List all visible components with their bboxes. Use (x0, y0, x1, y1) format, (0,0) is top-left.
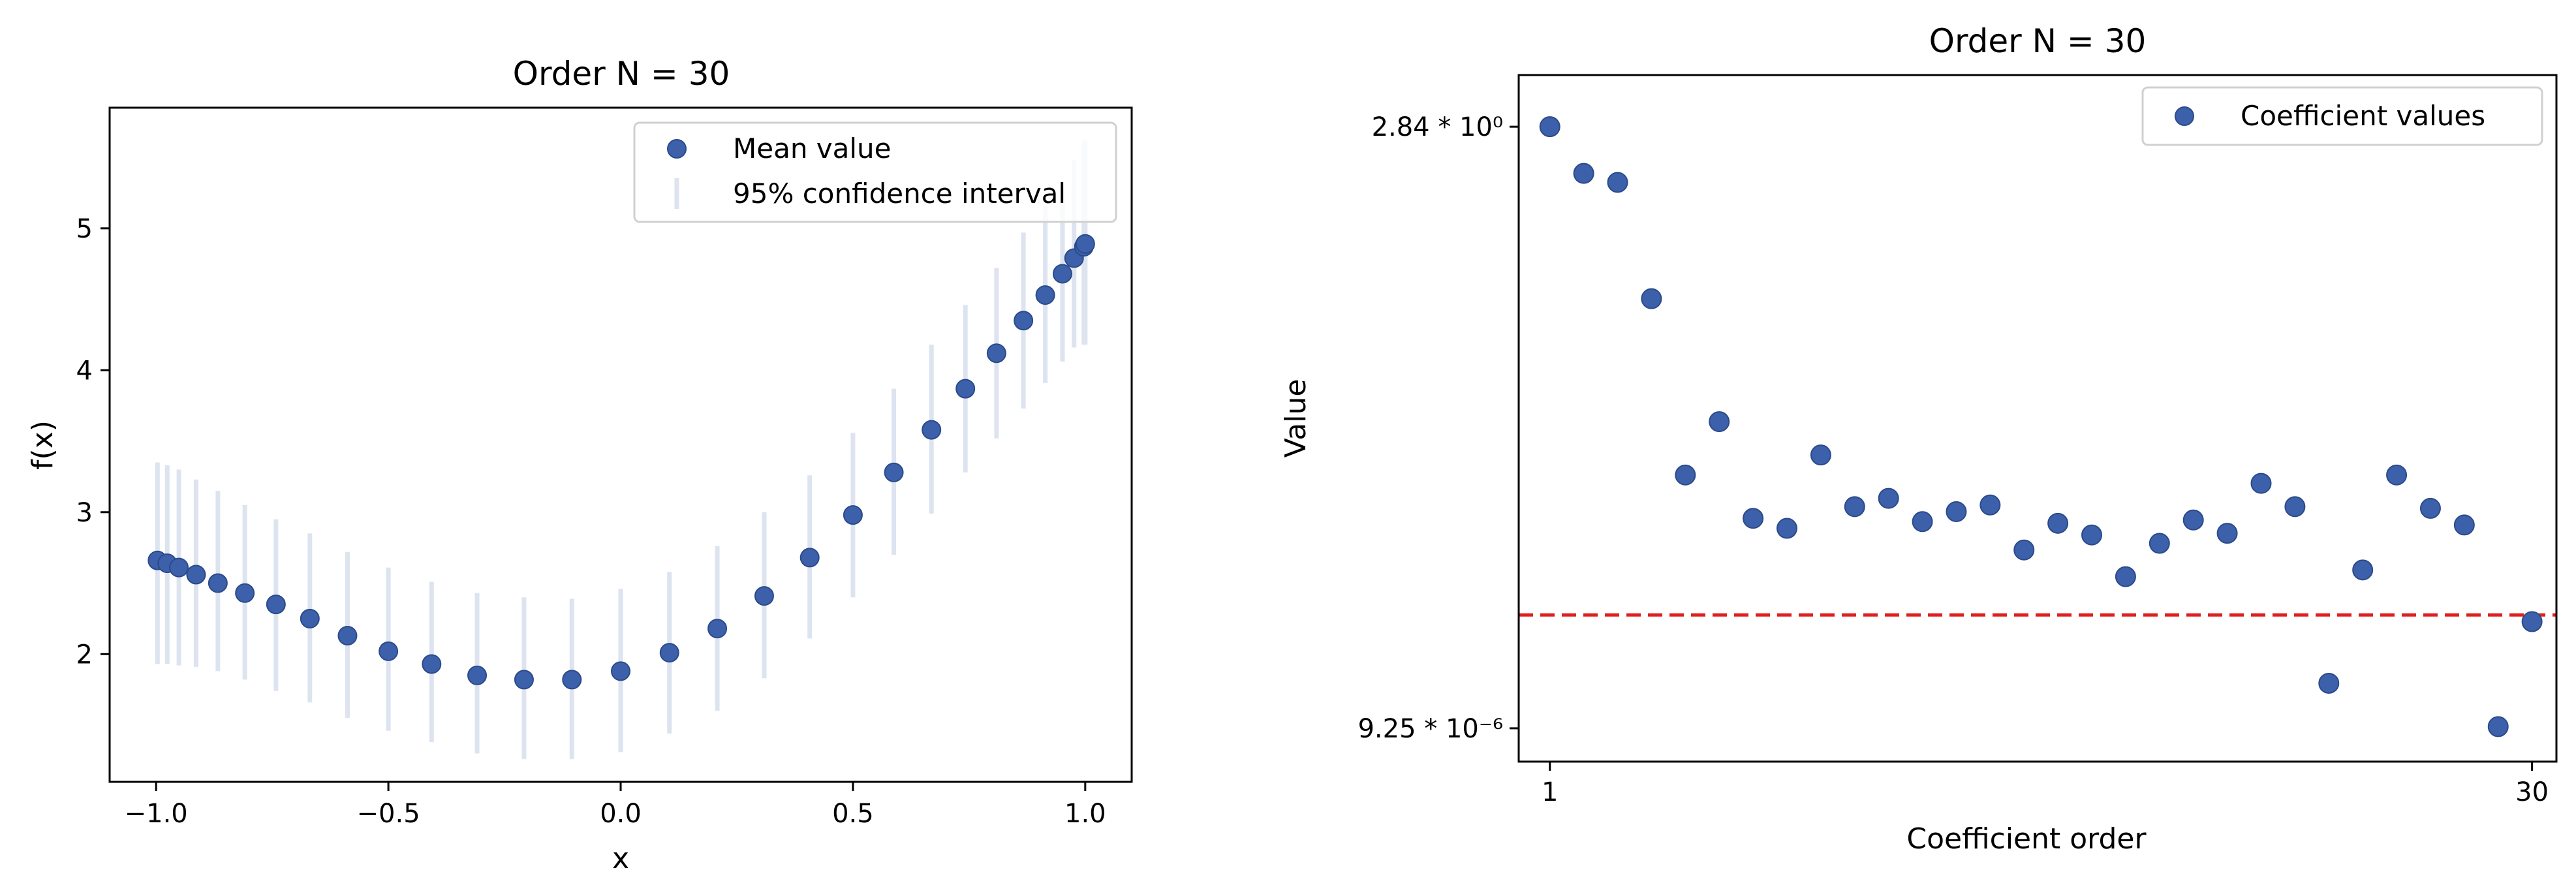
data-point (659, 643, 679, 663)
data-point (467, 665, 488, 685)
data-point (1946, 501, 1967, 522)
legend-box (633, 121, 1117, 223)
data-point (2216, 523, 2238, 544)
data-point (2386, 464, 2408, 486)
data-point (2284, 496, 2306, 518)
x-tick-label: 0.5 (832, 799, 874, 829)
x-tick-label: −0.5 (357, 799, 420, 829)
y-axis-label: Value (1279, 379, 1312, 458)
data-point (1979, 494, 2001, 516)
chart-right: Order N = 30 1 30 2.84 * 10⁰ 9.25 * 10⁻⁶ … (1279, 22, 2558, 856)
x-tick-label: 1 (1542, 777, 1558, 807)
legend-label-coefficient-values: Coefficient values (2241, 100, 2485, 132)
data-point (799, 548, 820, 568)
data-point (2115, 566, 2136, 587)
y-axis-ticks: 2 3 4 5 (76, 214, 110, 670)
legend-label-mean-value: Mean value (733, 132, 892, 164)
data-point (1912, 511, 1933, 533)
legend-marker-coefficient-values (2175, 106, 2194, 126)
data-point (1675, 464, 1696, 486)
data-point (2318, 672, 2340, 694)
data-point (2352, 559, 2374, 581)
y-tick-label: 2 (76, 640, 93, 670)
data-point (1035, 285, 1055, 305)
legend: Coefficient values (2141, 86, 2543, 146)
mean-value-points (147, 234, 1095, 690)
data-point (2250, 472, 2272, 494)
y-axis-ticks: 2.84 * 10⁰ 9.25 * 10⁻⁶ (1358, 112, 1519, 744)
data-point (884, 462, 904, 482)
legend: Mean value 95% confidence interval (633, 121, 1117, 223)
chart-title: Order N = 30 (513, 55, 730, 93)
data-point (843, 505, 863, 525)
data-point (562, 670, 582, 690)
data-point (1052, 264, 1072, 284)
data-point (1539, 116, 1560, 138)
legend-box (2141, 86, 2543, 146)
data-point (2182, 509, 2204, 531)
data-point (235, 583, 255, 603)
y-tick-label: 9.25 * 10⁻⁶ (1358, 714, 1503, 744)
data-point (2419, 497, 2441, 519)
data-point (379, 641, 399, 661)
x-axis-ticks: −1.0 −0.5 0.0 0.5 1.0 (125, 782, 1106, 829)
chart-left: Order N = 30 −1.0 −0.5 0.0 0.5 1.0 2 3 4 5 x f(… (26, 55, 1133, 875)
data-point (611, 661, 630, 681)
x-tick-label: 1.0 (1064, 799, 1106, 829)
data-point (986, 343, 1006, 364)
data-point (1014, 311, 1034, 331)
data-point (2013, 539, 2035, 561)
data-point (2453, 514, 2475, 536)
data-point (754, 586, 774, 606)
data-point (169, 557, 189, 578)
x-axis-ticks: 1 30 (1542, 762, 2549, 807)
data-point (955, 379, 976, 399)
data-point (1810, 444, 1831, 466)
data-point (337, 626, 358, 646)
chart-title: Order N = 30 (1929, 22, 2147, 60)
data-point (186, 565, 206, 585)
data-point (1743, 508, 1764, 529)
data-point (1878, 488, 1899, 509)
y-tick-label: 2.84 * 10⁰ (1372, 112, 1503, 142)
data-point (2047, 512, 2069, 534)
data-point (2521, 611, 2543, 632)
data-point (300, 608, 320, 628)
y-tick-label: 3 (76, 498, 93, 528)
data-point (1075, 234, 1095, 254)
data-point (2487, 716, 2509, 737)
y-tick-label: 5 (76, 214, 93, 244)
y-axis-label: f(x) (26, 420, 59, 470)
data-point (514, 670, 534, 690)
data-point (1844, 496, 1865, 518)
x-tick-label: 0.0 (600, 799, 642, 829)
x-tick-label: −1.0 (125, 799, 188, 829)
data-point (2081, 524, 2103, 546)
coefficient-value-points (1539, 116, 2543, 737)
legend-marker-mean-value (667, 139, 687, 159)
data-point (422, 654, 442, 674)
legend-label-confidence-interval: 95% confidence interval (733, 178, 1066, 209)
plot-area-frame (1517, 74, 2558, 763)
data-point (922, 420, 942, 440)
data-point (1709, 411, 1730, 433)
data-point (1573, 163, 1594, 184)
data-point (1607, 172, 1628, 193)
x-axis-label: x (612, 842, 629, 875)
y-tick-label: 4 (76, 356, 93, 386)
data-point (266, 595, 286, 615)
data-point (707, 619, 728, 639)
x-tick-label: 30 (2515, 777, 2549, 807)
data-point (208, 573, 228, 593)
data-point (1641, 288, 1662, 309)
data-point (2149, 533, 2170, 554)
x-axis-label: Coefficient order (1906, 822, 2147, 856)
data-point (1776, 518, 1797, 539)
